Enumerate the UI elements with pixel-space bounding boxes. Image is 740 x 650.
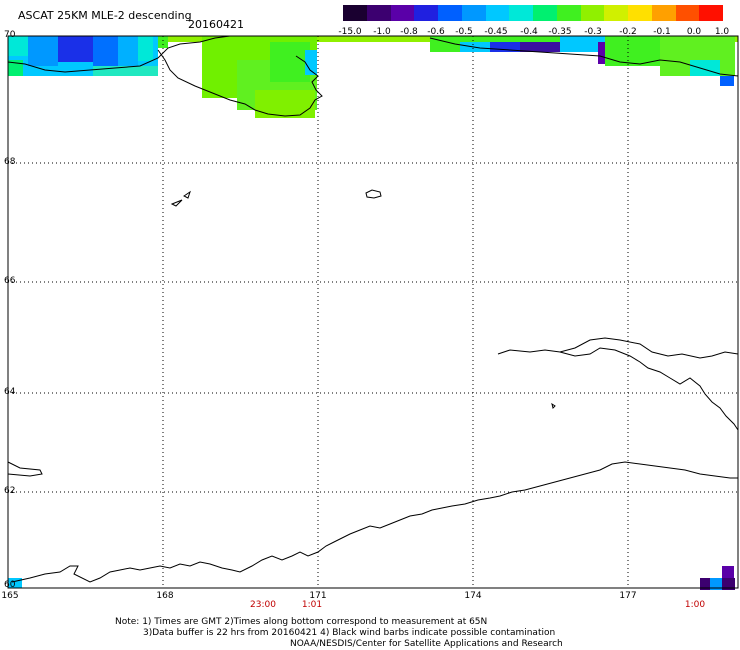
colorbar-swatch [366, 5, 391, 21]
lat-label-62: 62 [4, 486, 16, 496]
time-label-100: 1:00 [684, 600, 706, 610]
colorbar-tick-label: -0.1 [653, 27, 671, 37]
colorbar-swatch [343, 5, 367, 21]
colorbar-tick-label: -1.0 [373, 27, 391, 37]
note-line-2: 3)Data buffer is 22 hrs from 20160421 4)… [143, 628, 556, 638]
lon-label-177: 177 [619, 591, 637, 601]
lat-label-66: 66 [4, 276, 16, 286]
colorbar-tick-label: -15.0 [338, 27, 362, 37]
time-label-101: 1:01 [301, 600, 323, 610]
colorbar-swatch [485, 5, 510, 21]
colorbar-swatch [628, 5, 652, 21]
coastlines [7, 35, 739, 583]
time-label-2300: 23:00 [250, 600, 276, 610]
note-line-3: NOAA/NESDIS/Center for Satellite Applica… [290, 639, 563, 649]
colorbar-swatch [604, 5, 628, 21]
lon-label-174: 174 [464, 591, 482, 601]
colorbar-tick-label: 1.0 [714, 27, 730, 37]
colorbar-swatch [438, 5, 462, 21]
note-line-1: Note: 1) Times are GMT 2)Times along bot… [115, 617, 488, 627]
colorbar-labels: -15.0 -1.0 -0.8 -0.6 -0.5 -0.45 -0.4 -0.35 -0.3 -… [336, 27, 736, 39]
colorbar-tick-label: -0.3 [584, 27, 602, 37]
colorbar-swatch [414, 5, 438, 21]
colorbar-tick-label: -0.45 [484, 27, 508, 37]
colorbar-tick-label: -0.35 [548, 27, 572, 37]
chart-title: ASCAT 25KM MLE-2 descending [18, 9, 192, 22]
lat-label-60: 60 [4, 580, 16, 590]
colorbar-tick-label: -0.4 [520, 27, 538, 37]
lat-label-70: 70 [4, 30, 16, 40]
colorbar-tick-label: -0.8 [400, 27, 418, 37]
lon-label-168: 168 [156, 591, 174, 601]
colorbar-swatch [509, 5, 533, 21]
colorbar-tick-label: -0.6 [427, 27, 445, 37]
lat-label-64: 64 [4, 387, 16, 397]
wind-data-swaths [8, 36, 738, 590]
footnotes: Note: 1) Times are GMT 2)Times along bot… [115, 617, 563, 650]
graticule [8, 36, 738, 588]
colorbar-tick-label: -0.5 [455, 27, 473, 37]
colorbar-swatch [556, 5, 581, 21]
colorbar-swatch [580, 5, 605, 21]
colorbar [343, 5, 723, 21]
colorbar-swatch [533, 5, 557, 21]
map-frame [7, 35, 739, 589]
lat-label-68: 68 [4, 157, 16, 167]
date-label: 20160421 [188, 18, 244, 31]
colorbar-swatch [390, 5, 415, 21]
lon-label-165: 165 [1, 591, 19, 601]
colorbar-tick-label: -0.2 [619, 27, 637, 37]
colorbar-swatch [699, 5, 723, 21]
colorbar-swatch [651, 5, 676, 21]
colorbar-tick-label: 0.0 [686, 27, 702, 37]
colorbar-swatch [461, 5, 486, 21]
colorbar-swatch [675, 5, 700, 21]
lon-label-171: 171 [309, 591, 327, 601]
